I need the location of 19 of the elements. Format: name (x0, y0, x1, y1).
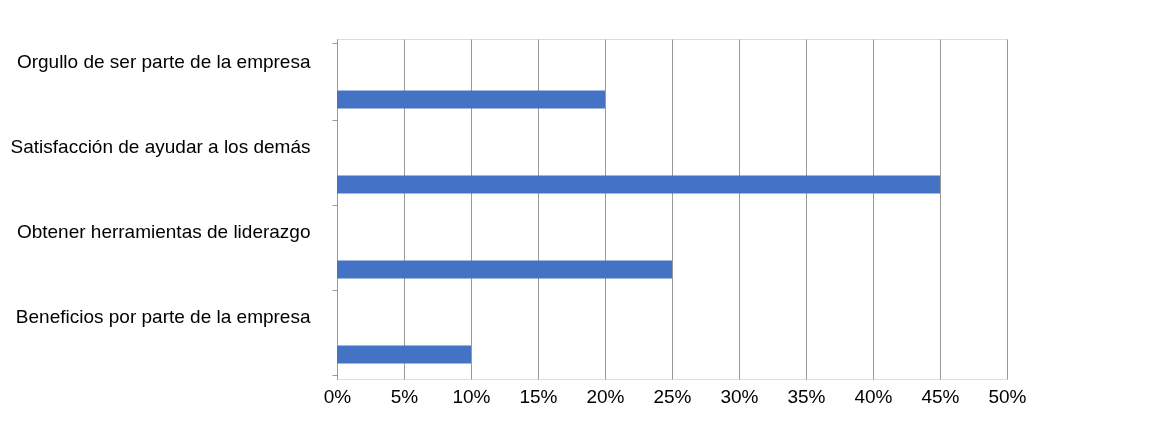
x-tick-label: 25% (653, 385, 692, 407)
x-tick-label: 5% (390, 385, 419, 407)
x-tick-label: 35% (787, 385, 826, 407)
bar (337, 260, 672, 279)
x-tick-label: 40% (854, 385, 893, 407)
bar (337, 175, 940, 194)
x-tick-label: 0% (323, 385, 352, 407)
x-tick-label: 50% (988, 385, 1027, 407)
x-tick-label: 15% (519, 385, 558, 407)
x-tick-label: 10% (452, 385, 491, 407)
y-tick-label: Obtener herramientas de liderazgo (16, 221, 311, 242)
x-tick-label: 30% (720, 385, 759, 407)
bar (337, 90, 605, 109)
bar (337, 345, 471, 364)
y-tick-label: Beneficios por parte de la empresa (15, 306, 311, 327)
x-tick-label: 20% (586, 385, 625, 407)
y-tick-label: Orgullo de ser parte de la empresa (16, 51, 311, 72)
x-tick-label: 45% (921, 385, 960, 407)
y-tick-label: Satisfacción de ayudar a los demás (10, 136, 311, 157)
